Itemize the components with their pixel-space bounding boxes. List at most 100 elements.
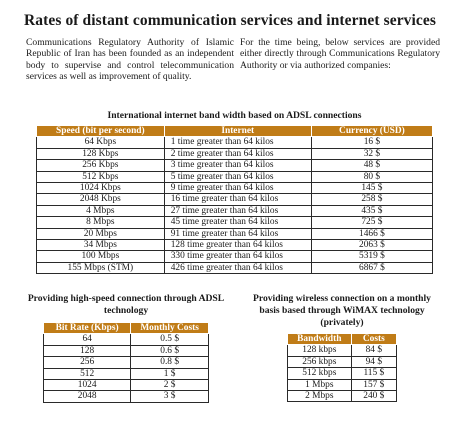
adsl-table-title: Providing high-speed connection through …	[27, 293, 225, 316]
table-cell: 1024 Kbps	[36, 182, 165, 195]
table-row: 256 kbps 94 $	[287, 355, 398, 369]
adsl-table: Bit Rate (Kbps) Monthly Costs 64 0.5 $128 0…	[42, 321, 209, 403]
table-cell: 84 $	[350, 344, 398, 357]
table-cell: 16 time greater than 64 kilos	[163, 193, 312, 206]
table-cell: 1 time greater than 64 kilos	[163, 136, 312, 149]
table-cell: 20 Mbps	[36, 227, 165, 241]
table-cell: 1466 $	[310, 227, 434, 241]
table-cell: 512	[42, 367, 132, 381]
table-cell: 2 $	[130, 379, 209, 392]
table-cell: 64 Kbps	[36, 136, 165, 149]
table-cell: 32 $	[310, 147, 434, 161]
table-cell: 157 $	[350, 378, 398, 392]
table-row: 1024 Kbps 9 time greater than 64 kilos 145…	[36, 182, 434, 195]
table-cell: 435 $	[310, 204, 434, 218]
intro-right-paragraph: For the time being, below services are p…	[240, 37, 440, 71]
table-cell: 256 kbps	[287, 355, 352, 369]
table-cell: 0.6 $	[130, 344, 209, 358]
column-header: Monthly Costs	[130, 321, 209, 335]
table-cell: 725 $	[310, 216, 434, 229]
table-cell: 6867 $	[310, 261, 434, 275]
table-row: 64 0.5 $	[42, 333, 209, 346]
table-cell: 94 $	[350, 355, 398, 369]
table-cell: 4 Mbps	[36, 204, 165, 218]
table-cell: 100 Mbps	[36, 250, 165, 263]
table-cell: 91 time greater than 64 kilos	[163, 227, 312, 241]
table-cell: 512 kbps	[287, 367, 352, 380]
table-cell: 128	[42, 344, 132, 358]
column-header: Internet	[163, 124, 312, 138]
table-row: 128 0.6 $	[42, 344, 209, 358]
table-cell: 0.5 $	[130, 333, 209, 346]
table-row: 256 0.8 $	[42, 356, 209, 369]
intro-left-paragraph: Communications Regulatory Authority of I…	[26, 37, 234, 83]
table-cell: 2063 $	[310, 239, 434, 252]
table-cell: 8 Mbps	[36, 216, 165, 229]
wimax-table-title: Providing wireless connection on a month…	[253, 293, 431, 328]
table-cell: 2 Mbps	[287, 390, 352, 403]
table-row: 2 Mbps 240 $	[287, 390, 398, 403]
table-row: 512 kbps 115 $	[287, 367, 398, 380]
table-cell: 115 $	[350, 367, 398, 380]
column-header: Costs	[350, 332, 398, 346]
table-cell: 128 kbps	[287, 344, 352, 357]
table-cell: 16 $	[310, 136, 434, 149]
column-header: Speed (bit per second)	[36, 124, 165, 138]
table-cell: 5 time greater than 64 kilos	[163, 170, 312, 184]
table-row: 512 1 $	[42, 367, 209, 381]
table-row: 4 Mbps 27 time greater than 64 kilos 435 $	[36, 204, 434, 218]
table-row: 1024 2 $	[42, 379, 209, 392]
table-cell: 145 $	[310, 182, 434, 195]
table-row: 256 Kbps 3 time greater than 64 kilos 48 $	[36, 159, 434, 172]
table-cell: 0.8 $	[130, 356, 209, 369]
table-cell: 2048 Kbps	[36, 193, 165, 206]
table-cell: 1 $	[130, 367, 209, 381]
page-title: Rates of distant communication services …	[23, 12, 437, 29]
table-row: 2048 Kbps 16 time greater than 64 kilos 25…	[36, 193, 434, 206]
table-row: 128 Kbps 2 time greater than 64 kilos 32 $	[36, 147, 434, 161]
table-cell: 45 time greater than 64 kilos	[163, 216, 312, 229]
table-cell: 34 Mbps	[36, 239, 165, 252]
table-cell: 128 Kbps	[36, 147, 165, 161]
bandwidth-table: Speed (bit per second) Internet Currency (…	[36, 124, 434, 275]
table-cell: 80 $	[310, 170, 434, 184]
table-cell: 9 time greater than 64 kilos	[163, 182, 312, 195]
table-cell: 1024	[42, 379, 132, 392]
table-cell: 512 Kbps	[36, 170, 165, 184]
table-header-row: Bandwidth Costs	[287, 332, 398, 346]
table-cell: 48 $	[310, 159, 434, 172]
table-cell: 155 Mbps (STM)	[36, 261, 165, 275]
table-cell: 330 time greater than 64 kilos	[163, 250, 312, 263]
table-cell: 2 time greater than 64 kilos	[163, 147, 312, 161]
table-row: 64 Kbps 1 time greater than 64 kilos 16 $	[36, 136, 434, 149]
bandwidth-table-title: International internet band width based …	[107, 110, 362, 121]
table-cell: 27 time greater than 64 kilos	[163, 204, 312, 218]
table-cell: 426 time greater than 64 kilos	[163, 261, 312, 275]
table-row: 128 kbps 84 $	[287, 344, 398, 357]
table-cell: 128 time greater than 64 kilos	[163, 239, 312, 252]
table-row: 1 Mbps 157 $	[287, 378, 398, 392]
table-row: 8 Mbps 45 time greater than 64 kilos 725 $	[36, 216, 434, 229]
table-row: 34 Mbps 128 time greater than 64 kilos 206…	[36, 239, 434, 252]
table-cell: 3 $	[130, 390, 209, 403]
table-cell: 256 Kbps	[36, 159, 165, 172]
table-row: 20 Mbps 91 time greater than 64 kilos 1466…	[36, 227, 434, 241]
table-cell: 64	[42, 333, 132, 346]
table-cell: 5319 $	[310, 250, 434, 263]
table-header-row: Bit Rate (Kbps) Monthly Costs	[42, 321, 209, 335]
table-cell: 2048	[42, 390, 132, 403]
table-cell: 256	[42, 356, 132, 369]
table-cell: 3 time greater than 64 kilos	[163, 159, 312, 172]
table-cell: 240 $	[350, 390, 398, 403]
table-header-row: Speed (bit per second) Internet Currency (…	[36, 124, 434, 138]
table-row: 155 Mbps (STM) 426 time greater than 64 k…	[36, 261, 434, 275]
table-row: 100 Mbps 330 time greater than 64 kilos 53…	[36, 250, 434, 263]
table-cell: 1 Mbps	[287, 378, 352, 392]
table-cell: 258 $	[310, 193, 434, 206]
column-header: Bandwidth	[287, 332, 352, 346]
wimax-table: Bandwidth Costs 128 kbps 84 $256 kbps 94 $5…	[287, 332, 398, 403]
table-row: 2048 3 $	[42, 390, 209, 403]
column-header: Currency (USD)	[310, 124, 434, 138]
column-header: Bit Rate (Kbps)	[42, 321, 132, 335]
table-row: 512 Kbps 5 time greater than 64 kilos 80 $	[36, 170, 434, 184]
